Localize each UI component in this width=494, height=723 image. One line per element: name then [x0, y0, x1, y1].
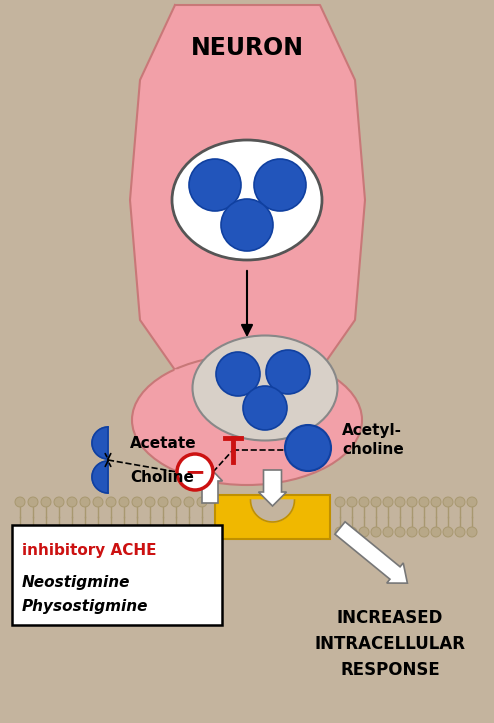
Circle shape [145, 527, 155, 537]
Circle shape [419, 497, 429, 507]
Circle shape [407, 527, 417, 537]
Polygon shape [92, 461, 108, 493]
Text: Acetyl-
choline: Acetyl- choline [342, 423, 404, 457]
Circle shape [106, 497, 116, 507]
Text: INCREASED: INCREASED [337, 609, 443, 627]
Circle shape [254, 159, 306, 211]
Circle shape [158, 497, 168, 507]
Circle shape [80, 527, 90, 537]
Circle shape [395, 497, 405, 507]
Circle shape [54, 527, 64, 537]
Text: RESPONSE: RESPONSE [340, 661, 440, 679]
Circle shape [132, 497, 142, 507]
Ellipse shape [172, 140, 322, 260]
Circle shape [383, 527, 393, 537]
Circle shape [54, 497, 64, 507]
Circle shape [347, 497, 357, 507]
Circle shape [347, 527, 357, 537]
Circle shape [335, 497, 345, 507]
FancyArrow shape [335, 522, 408, 583]
Circle shape [158, 527, 168, 537]
Circle shape [93, 527, 103, 537]
Text: NEURON: NEURON [191, 36, 303, 60]
Text: Choline: Choline [130, 469, 194, 484]
Circle shape [132, 527, 142, 537]
Polygon shape [175, 370, 320, 395]
Circle shape [419, 527, 429, 537]
Circle shape [119, 527, 129, 537]
Text: INTRACELLULAR: INTRACELLULAR [315, 635, 465, 653]
Circle shape [80, 497, 90, 507]
Circle shape [359, 527, 369, 537]
Circle shape [371, 497, 381, 507]
Circle shape [67, 527, 77, 537]
Text: −: − [184, 460, 206, 484]
Text: inhibitory ACHE: inhibitory ACHE [22, 542, 157, 557]
Circle shape [431, 527, 441, 537]
Circle shape [189, 159, 241, 211]
Circle shape [383, 497, 393, 507]
FancyArrow shape [198, 468, 222, 503]
Circle shape [285, 425, 331, 471]
Circle shape [243, 386, 287, 430]
Circle shape [28, 527, 38, 537]
FancyArrow shape [258, 470, 287, 506]
Polygon shape [130, 5, 365, 380]
Circle shape [371, 527, 381, 537]
Circle shape [41, 527, 51, 537]
Ellipse shape [132, 355, 362, 485]
Circle shape [171, 497, 181, 507]
Polygon shape [92, 427, 108, 459]
Circle shape [119, 497, 129, 507]
Circle shape [15, 497, 25, 507]
Circle shape [221, 199, 273, 251]
Circle shape [431, 497, 441, 507]
Circle shape [407, 497, 417, 507]
Circle shape [395, 527, 405, 537]
Circle shape [455, 497, 465, 507]
Text: Acetate: Acetate [130, 435, 197, 450]
Circle shape [93, 497, 103, 507]
Circle shape [335, 527, 345, 537]
Circle shape [67, 497, 77, 507]
Circle shape [359, 497, 369, 507]
Bar [215, 495, 330, 539]
Circle shape [177, 454, 213, 490]
Ellipse shape [193, 335, 337, 440]
Circle shape [184, 497, 194, 507]
Circle shape [28, 497, 38, 507]
Polygon shape [250, 500, 294, 522]
Circle shape [106, 527, 116, 537]
Circle shape [455, 527, 465, 537]
Circle shape [15, 527, 25, 537]
Text: Physostigmine: Physostigmine [22, 599, 149, 615]
Circle shape [41, 497, 51, 507]
Text: Neostigmine: Neostigmine [22, 575, 130, 589]
Circle shape [467, 527, 477, 537]
Circle shape [443, 527, 453, 537]
Circle shape [467, 497, 477, 507]
Circle shape [184, 527, 194, 537]
Circle shape [443, 497, 453, 507]
Circle shape [266, 350, 310, 394]
Circle shape [145, 497, 155, 507]
Circle shape [197, 527, 207, 537]
Circle shape [171, 527, 181, 537]
Circle shape [216, 352, 260, 396]
FancyBboxPatch shape [12, 525, 222, 625]
Circle shape [197, 497, 207, 507]
